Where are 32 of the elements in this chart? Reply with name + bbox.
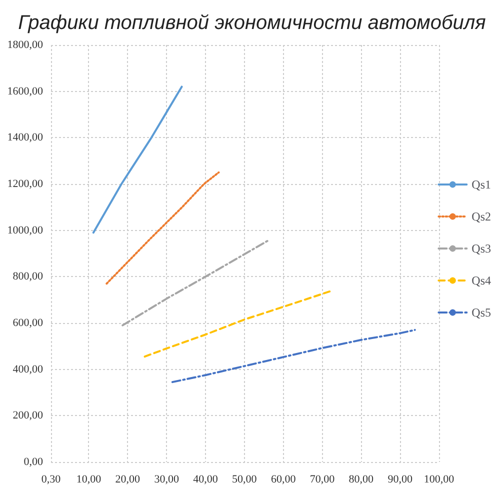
x-tick-label: 80,00 [348,474,374,486]
legend-label: Qs5 [472,306,492,320]
chart-title: Графики топливной экономичности автомобиля [18,12,486,34]
line-series [92,86,183,234]
line-series [122,240,269,326]
y-tick-label: 1400,00 [7,132,44,144]
legend-label: Qs2 [472,210,492,224]
legend-label: Qs3 [472,242,492,256]
y-tick-label: 1200,00 [7,178,44,190]
x-tick-label: 10,00 [76,474,102,486]
x-tick-label: 30,00 [154,474,180,486]
x-tick-label: 50,00 [232,474,258,486]
x-tick-label: 40,00 [193,474,218,486]
line-series [106,171,220,285]
y-tick-label: 800,00 [12,270,44,283]
line-series [171,328,416,384]
x-tick-label: 90,00 [388,474,413,486]
y-tick-label: 200,00 [12,410,44,422]
x-tick-label: 20,00 [115,474,141,486]
x-tick-label: 60,00 [270,474,296,486]
x-tick-label: 0,30 [41,474,62,486]
y-tick-label: 400,00 [12,363,44,376]
y-tick-label: 1000,00 [7,224,44,236]
line-series [144,290,334,358]
y-tick-label: 1800,00 [7,39,44,51]
x-tick-label: 70,00 [310,474,336,486]
y-tick-label: 600,00 [12,317,44,329]
y-tick-label: 1600,00 [7,85,44,98]
y-tick-label: 0,00 [24,456,44,468]
legend-label: Qs4 [472,274,492,288]
legend-label: Qs1 [472,178,492,192]
x-tick-label: 100,00 [424,474,455,486]
